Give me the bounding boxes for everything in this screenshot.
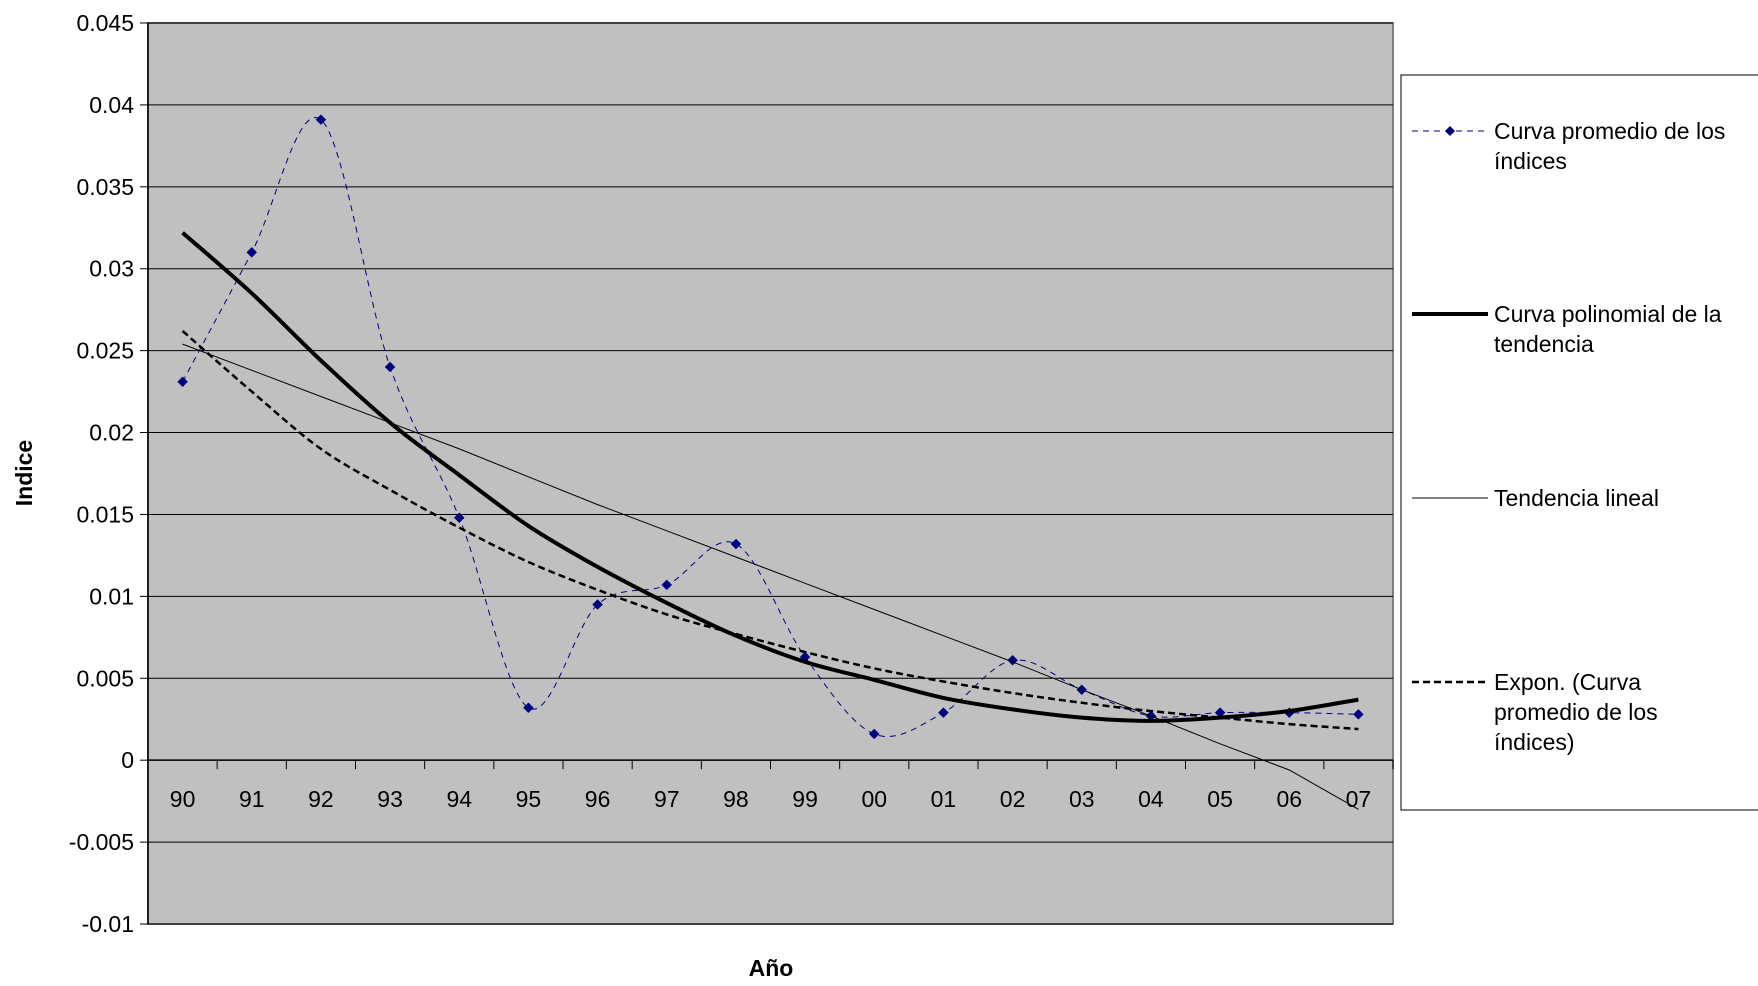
- y-tick-label: 0.025: [76, 338, 134, 364]
- x-tick-label: 99: [792, 786, 818, 812]
- y-axis-title: Indice: [11, 440, 37, 506]
- y-tick-label: 0.02: [89, 420, 134, 446]
- y-tick-label: 0.03: [89, 256, 134, 282]
- x-axis-title: Año: [749, 955, 794, 981]
- legend-label-3: Tendencia lineal: [1494, 485, 1659, 511]
- y-tick-label: 0.035: [76, 174, 134, 200]
- data-point-marker: [730, 538, 742, 550]
- x-tick-label: 94: [446, 786, 472, 812]
- x-tick-label: 93: [377, 786, 403, 812]
- x-tick-label: 06: [1276, 786, 1302, 812]
- series-line-4: [181, 330, 1359, 731]
- data-point-marker: [661, 579, 673, 591]
- data-point-marker: [315, 114, 327, 126]
- y-tick-label: -0.01: [82, 911, 134, 937]
- legend-label-4: Expon. (Curva promedio de los índices): [1494, 669, 1658, 755]
- x-tick-label: 92: [308, 786, 334, 812]
- x-tick-label: 97: [654, 786, 680, 812]
- data-point-marker: [523, 702, 534, 714]
- axes: -0.01 -0.005 0 0.005 0.01 0.015 0.02 0.025 0.03 0…: [69, 10, 1394, 937]
- legend-box: [1400, 74, 1758, 811]
- x-tick-label: 91: [239, 786, 265, 812]
- y-tick-label: 0.01: [89, 583, 134, 609]
- y-tick-label: 0.04: [89, 92, 134, 118]
- data-point-marker: [1353, 708, 1364, 720]
- data-point-marker: [384, 361, 396, 373]
- legend-items: Curva promedio de los índices Curva polino…: [1412, 118, 1725, 755]
- x-tick-label: 00: [861, 786, 887, 812]
- x-tick-label: 05: [1207, 786, 1233, 812]
- data-point-marker: [868, 728, 880, 740]
- x-tick-label: 95: [516, 786, 542, 812]
- data-point-marker: [592, 599, 603, 610]
- x-tick-label: 03: [1069, 786, 1095, 812]
- data-point-marker: [453, 512, 465, 524]
- y-tick-label: -0.005: [69, 829, 134, 855]
- y-tick-label: 0.005: [76, 665, 134, 691]
- plot-area: [147, 22, 1394, 925]
- series-line-1: [182, 116, 1359, 737]
- legend: Curva promedio de los índices Curva polino…: [1400, 74, 1758, 811]
- series-layer: [177, 114, 1364, 810]
- x-tick-label: 07: [1346, 786, 1372, 812]
- data-point-marker: [246, 246, 258, 258]
- series-line-2: [181, 231, 1359, 723]
- series-line-3: [182, 343, 1359, 810]
- x-tick-label: 90: [170, 786, 196, 812]
- x-tick-label: 98: [723, 786, 749, 812]
- x-tick-label: 01: [931, 786, 957, 812]
- x-tick-label: 04: [1138, 786, 1164, 812]
- y-tick-label: 0.015: [76, 501, 134, 527]
- y-tick-label: 0.045: [76, 10, 134, 36]
- data-point-marker: [177, 376, 188, 388]
- x-tick-label: 02: [1000, 786, 1026, 812]
- x-tick-label: 96: [585, 786, 611, 812]
- legend-marker: [1445, 126, 1455, 136]
- legend-label-2: Curva polinomial de la tendencia: [1494, 301, 1722, 357]
- data-point-marker: [938, 707, 949, 719]
- y-tick-label: 0: [121, 747, 134, 773]
- legend-label-1: Curva promedio de los índices: [1494, 118, 1725, 174]
